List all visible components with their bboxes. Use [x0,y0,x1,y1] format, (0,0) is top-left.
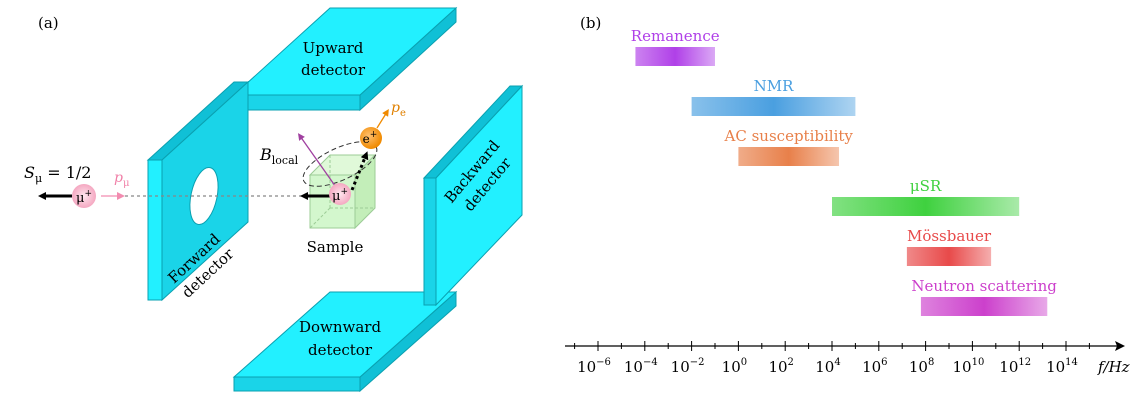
panel-a: (a) Upward detector Downward detector Fo… [24,6,524,393]
sample-label: Sample [307,238,364,256]
incoming-muon-label: μ+ [76,189,92,206]
axis-label: f/Hz [1097,358,1130,376]
range-label-3: μSR [910,177,942,195]
upward-detector-label-2: detector [301,61,366,79]
downward-detector: Downward detector [232,290,458,393]
range-label-5: Neutron scattering [911,277,1057,295]
range-bar-4 [906,247,992,266]
positron-momentum-label: pe [391,100,406,119]
range-bar-2 [738,147,840,166]
sample-cube: Sample [307,153,377,256]
positron-label: e+ [363,130,378,146]
range-bar-5 [920,297,1048,316]
tick-label: 1010 [952,357,984,376]
range-label-2: AC susceptibility [724,127,854,145]
forward-detector: Forward detector [146,80,250,302]
positron-momentum-arrow [376,109,389,129]
downward-detector-label-1: Downward [299,318,382,336]
local-field-arrow [297,133,339,191]
upward-detector: Upward detector [232,6,458,112]
tick-label: 102 [768,357,793,376]
muon-spin-label: Sμ = 1/2 [24,163,91,185]
tick-label: 1012 [999,357,1031,376]
muon-in-sample [329,183,351,205]
range-label-0: Remanence [631,27,720,45]
incoming-muon [72,184,96,208]
tick-label: 10−2 [671,357,705,376]
positron [360,127,382,149]
tick-label: 108 [909,357,934,376]
muon-decay-path [350,151,369,191]
range-bar-3 [832,197,1020,216]
range-label-4: Mössbauer [907,227,992,245]
panel-b: (b) Remanence NMR AC susceptibility μSR Möss… [565,14,1130,376]
upward-detector-label-1: Upward [303,39,364,57]
range-bar-0 [635,47,715,66]
backward-detector: Backward detector [422,84,524,307]
tick-label: 1014 [1046,357,1078,376]
muon-momentum-label: pμ [114,170,130,189]
panel-b-label: (b) [580,14,601,32]
tick-label: 100 [722,357,747,376]
muon-in-sample-label: μ+ [332,187,348,204]
downward-detector-label-2: detector [308,341,373,359]
tick-label: 104 [815,357,840,376]
axis-ticks: 10−6 10−4 10−2 100 102 104 106 108 1010 1012 1014 [574,341,1090,376]
tick-label: 106 [862,357,887,376]
tick-label: 10−6 [577,357,611,376]
tick-label: 10−4 [624,357,658,376]
range-label-1: NMR [754,77,794,95]
range-bars: Remanence NMR AC susceptibility μSR Mössbaue… [631,27,1057,316]
range-bar-1 [691,97,856,116]
panel-a-label: (a) [38,14,59,32]
local-field-label: Blocal [259,145,299,167]
